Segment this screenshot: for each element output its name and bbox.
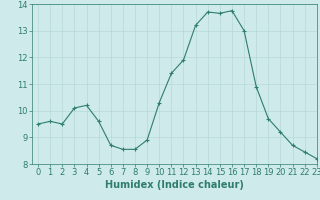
- X-axis label: Humidex (Indice chaleur): Humidex (Indice chaleur): [105, 180, 244, 190]
